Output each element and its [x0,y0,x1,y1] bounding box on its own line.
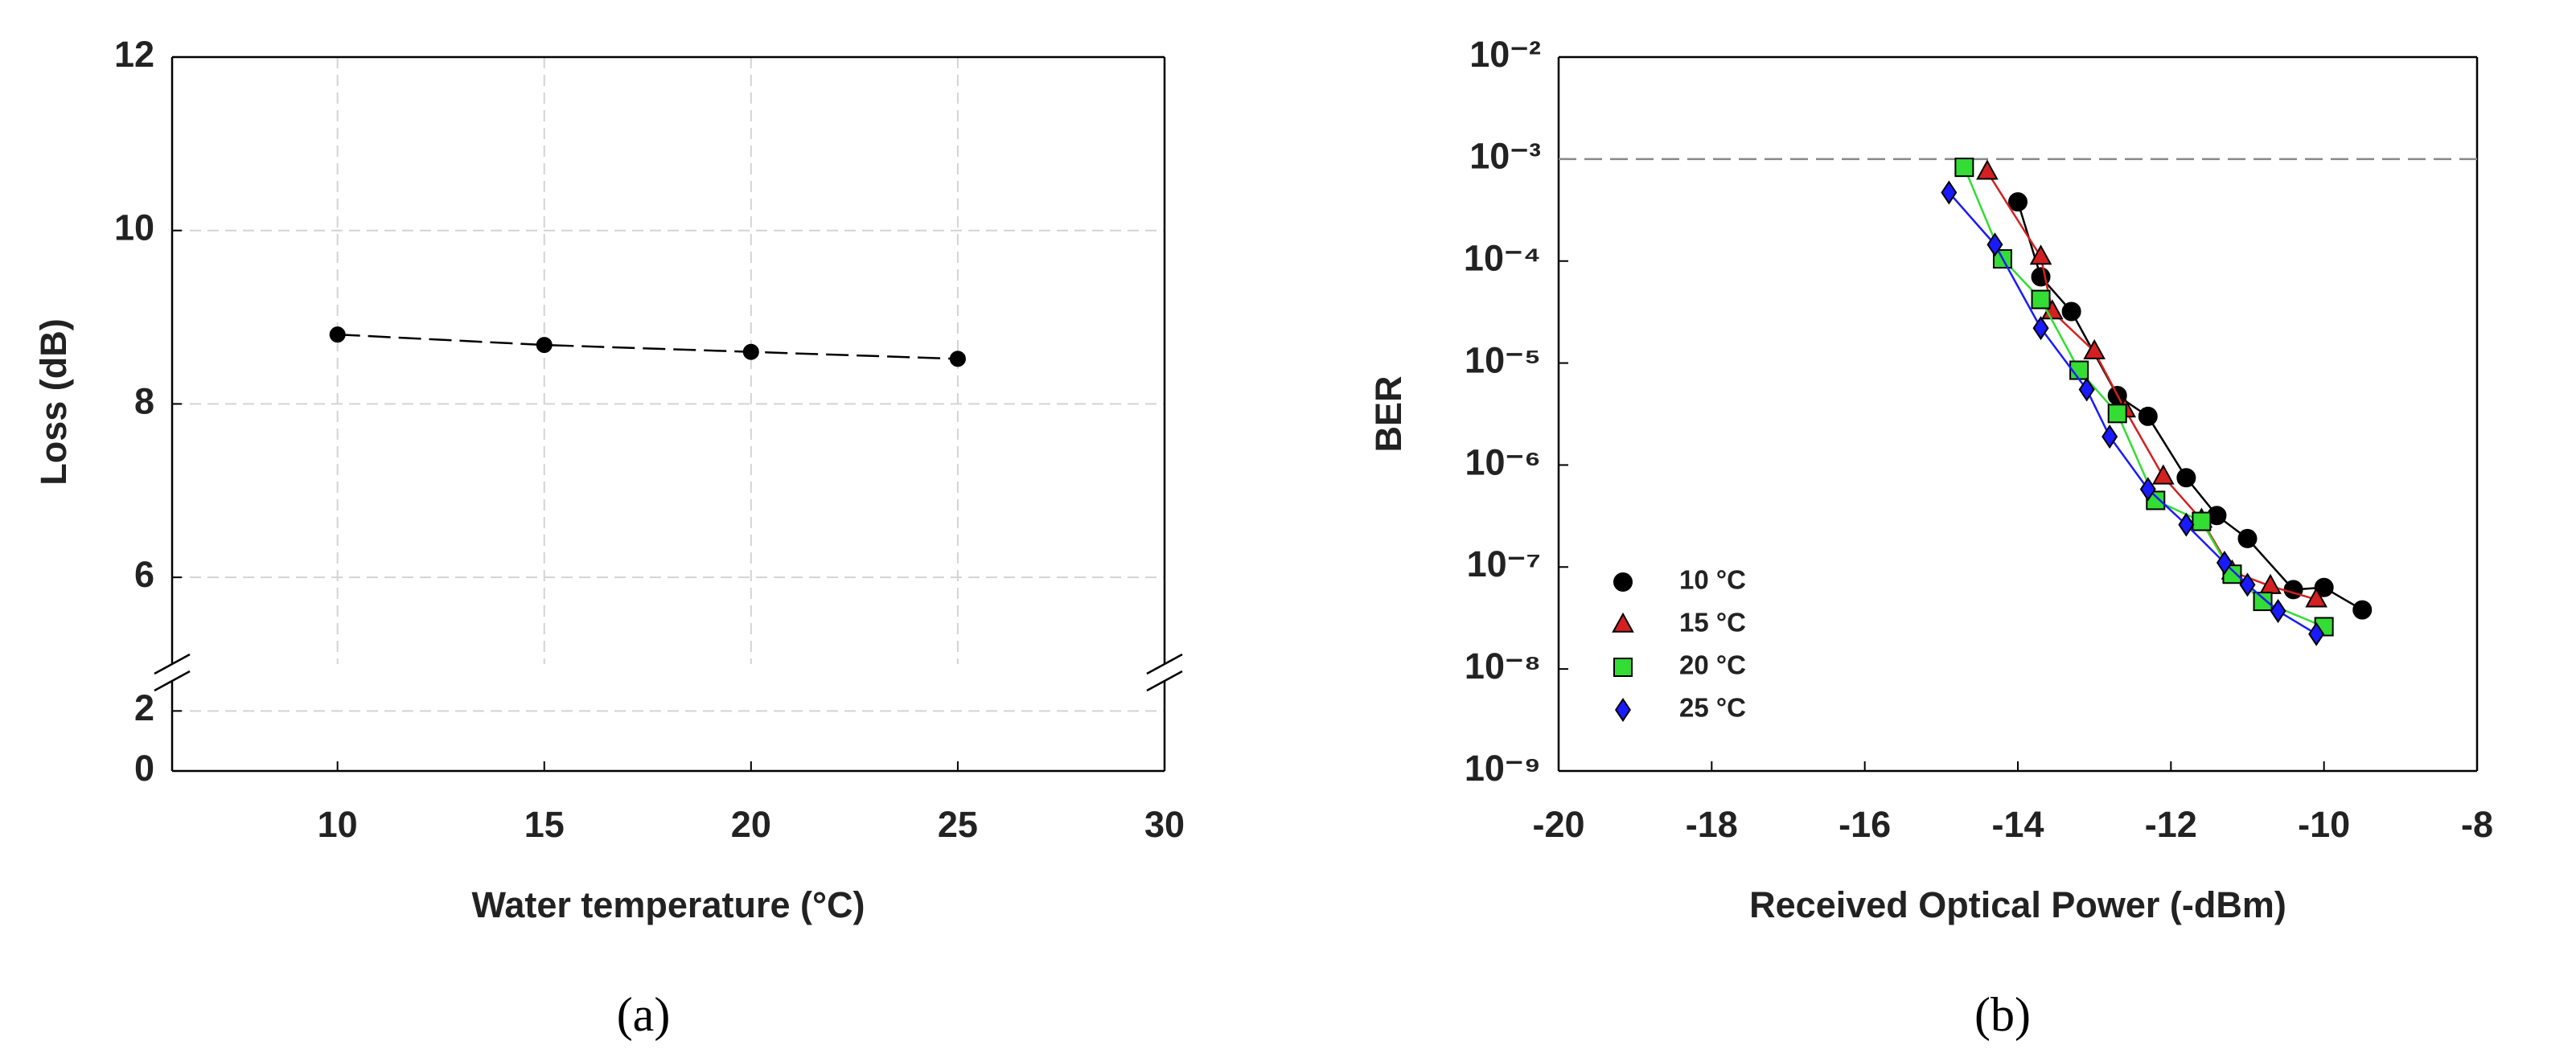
data-point [2305,587,2327,608]
data-point [2138,406,2158,426]
data-point [2314,577,2334,597]
data-point [2029,244,2052,265]
data-point [2308,621,2325,646]
y-tick-label: 10⁻⁷ [1467,543,1541,584]
data-point [2139,477,2156,502]
data-point [2101,424,2118,449]
y-tick-label: 10⁻⁶ [1465,441,1541,482]
legend-marker [1613,658,1633,677]
axis-break [154,653,191,675]
y-axis-title: Loss (dB) [33,318,74,486]
series-line [2016,201,2363,611]
x-tick-label: -14 [1991,804,2044,845]
x-axis-title: Received Optical Power (-dBm) [1749,884,2286,925]
axis-break [1146,653,1183,675]
series-line [337,333,958,360]
x-tick-label: -16 [1839,804,1891,845]
data-point [1976,159,1999,180]
y-tick-label: 10⁻³ [1469,136,1541,177]
legend-label: 15 °C [1679,608,1746,638]
y-tick-label: 10 [114,207,154,248]
y-tick-label: 10⁻⁵ [1465,339,1541,380]
data-point [2032,316,2049,341]
x-tick-label: -18 [1686,804,1738,845]
x-tick-label: 30 [1144,804,1185,845]
x-tick-label: 25 [938,804,978,845]
data-point [2107,404,2127,424]
data-point [1954,158,1974,178]
data-point [949,351,966,367]
x-axis-title: Water temperature (°C) [472,884,865,925]
y-tick-label: 10⁻⁴ [1464,238,1541,279]
data-point [2061,301,2081,322]
data-point [329,326,346,343]
data-point [2176,468,2196,488]
series-line [1986,171,2317,601]
caption: (a) [617,988,671,1041]
x-tick-label: 20 [731,804,771,845]
y-tick-label: 6 [134,554,154,595]
data-point [1986,232,2003,257]
y-tick-label: 12 [114,34,154,75]
y-tick-label: 10⁻⁸ [1465,646,1541,687]
legend-marker [1613,572,1633,592]
x-tick-label: -20 [1532,804,1584,845]
data-point [2283,580,2303,600]
caption: (b) [1974,988,2031,1041]
legend-label: 20 °C [1679,650,1746,680]
data-point [2031,289,2051,310]
data-point [2078,377,2095,402]
data-point [742,343,759,360]
data-point [2239,572,2256,597]
data-point [2083,338,2106,359]
x-tick-label: -8 [2461,804,2493,845]
axis-break [154,670,191,692]
x-tick-label: -10 [2298,804,2350,845]
y-tick-label: 2 [134,687,154,728]
x-tick-label: 15 [524,804,565,845]
data-point [2270,599,2286,624]
data-point [536,337,553,354]
legend-label: 10 °C [1679,565,1746,595]
data-point [2178,512,2195,537]
data-point [2008,192,2028,212]
y-axis-title: BER [1368,375,1409,452]
legend-marker [1612,612,1634,633]
data-point [2216,551,2233,576]
y-tick-label: 8 [134,380,154,421]
series-line [1963,166,2325,628]
data-point [2352,600,2373,620]
axis-break [1146,670,1183,692]
y-tick-label: 10⁻⁹ [1465,748,1541,789]
data-point [2152,464,2175,485]
y-tick-label: 10⁻² [1469,34,1541,75]
legend-marker [1614,697,1632,723]
legend-label: 25 °C [1679,693,1746,723]
data-point [2253,592,2273,612]
data-point [2237,528,2258,548]
x-tick-label: 10 [318,804,358,845]
data-point [2192,511,2212,531]
x-tick-label: -12 [2145,804,2197,845]
data-point [1941,180,1958,205]
y-tick-label: 0 [134,748,154,789]
